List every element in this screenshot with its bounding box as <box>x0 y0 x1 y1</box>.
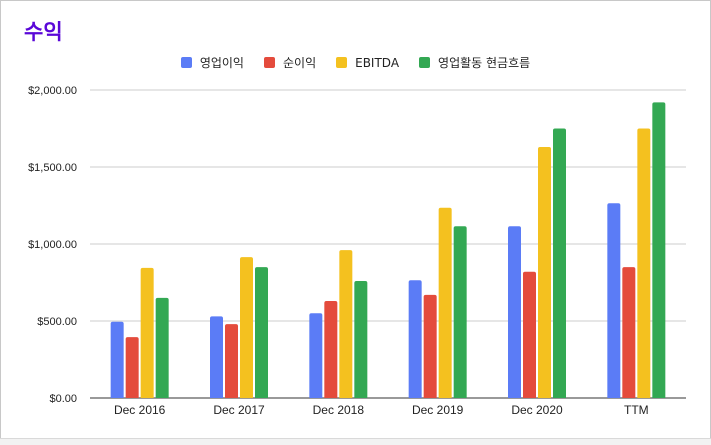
bar-3-3[interactable] <box>453 226 467 398</box>
bar-2-1[interactable] <box>324 300 338 398</box>
legend-swatch <box>419 57 431 68</box>
bar-4-0[interactable] <box>508 226 521 398</box>
bar-2-2[interactable] <box>339 250 353 398</box>
x-tick-label: Dec 2018 <box>313 403 365 417</box>
bar-4-1[interactable] <box>523 271 536 398</box>
bar-5-2[interactable] <box>637 128 651 399</box>
x-tick-label: Dec 2017 <box>213 403 265 417</box>
legend-item-1[interactable]: 순이익 <box>263 54 317 71</box>
y-tick-label: $1,500.00 <box>28 162 77 174</box>
bar-3-2[interactable] <box>438 207 452 398</box>
bar-0-2[interactable] <box>140 267 154 398</box>
legend-swatch <box>336 57 348 68</box>
y-tick-label: $1,000.00 <box>28 239 77 251</box>
y-tick-label: $0.00 <box>49 393 77 405</box>
y-tick-label: $500.00 <box>37 316 77 328</box>
legend-item-3[interactable]: 영업활동 현금흐름 <box>419 54 530 71</box>
bar-0-1[interactable] <box>125 337 139 398</box>
bar-4-3[interactable] <box>553 128 566 399</box>
legend-label: 영업활동 현금흐름 <box>438 56 531 70</box>
bar-5-1[interactable] <box>622 267 636 398</box>
bar-0-3[interactable] <box>155 297 169 398</box>
bar-0-0[interactable] <box>110 321 124 398</box>
bar-1-2[interactable] <box>240 257 253 398</box>
legend-label: 순이익 <box>282 56 317 70</box>
bar-1-0[interactable] <box>210 316 223 398</box>
legend-item-2[interactable]: EBITDA <box>336 54 399 71</box>
y-tick-label: $2,000.00 <box>28 85 77 97</box>
x-tick-label: TTM <box>624 403 649 417</box>
bar-3-1[interactable] <box>423 294 437 398</box>
x-tick-label: Dec 2016 <box>114 403 166 417</box>
bar-3-0[interactable] <box>408 280 422 398</box>
chart-title: 수익 <box>24 20 63 44</box>
bottom-divider <box>0 438 711 445</box>
bar-5-0[interactable] <box>607 203 621 398</box>
legend-item-0[interactable]: 영업이익 <box>180 54 244 71</box>
x-tick-label: Dec 2019 <box>412 403 464 417</box>
x-tick-label: Dec 2020 <box>511 403 563 417</box>
legend-swatch <box>180 57 192 68</box>
bar-5-3[interactable] <box>652 102 666 398</box>
legend[interactable]: 영업이익 순이익 EBITDA 영업활동 현금흐름 <box>0 54 711 71</box>
legend-label: EBITDA <box>355 55 400 70</box>
bar-1-1[interactable] <box>225 324 238 398</box>
legend-label: 영업이익 <box>199 56 244 70</box>
bar-2-0[interactable] <box>309 313 323 398</box>
bar-4-2[interactable] <box>538 146 551 398</box>
legend-swatch <box>263 57 275 68</box>
bar-2-3[interactable] <box>354 280 368 398</box>
bar-1-3[interactable] <box>255 267 268 398</box>
